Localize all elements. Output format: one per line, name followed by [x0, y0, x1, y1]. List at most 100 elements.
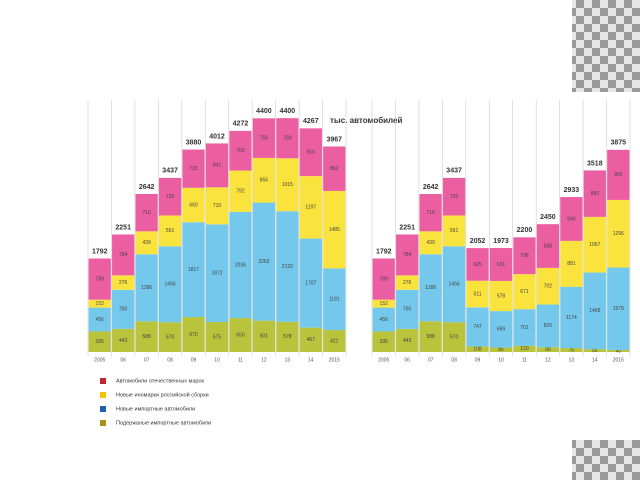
bar-segment	[229, 170, 252, 212]
bar-segment	[466, 346, 489, 352]
bar-segment	[135, 321, 158, 352]
bar-segment	[560, 240, 583, 287]
value-label: 916	[307, 150, 316, 156]
x-tick-label: 14	[308, 357, 314, 363]
bar-segment	[607, 267, 630, 350]
chart-title: тыс. автомобилей	[330, 116, 402, 125]
value-label: 40	[615, 348, 621, 354]
value-label: 841	[213, 163, 222, 169]
bar-segment	[536, 224, 560, 268]
legend-swatch	[100, 406, 106, 412]
bar-segment	[276, 158, 299, 212]
bar-segment	[135, 254, 158, 322]
value-label: 789	[380, 276, 389, 282]
bar-segment	[205, 143, 229, 188]
value-label: 890	[591, 191, 600, 197]
value-label: 840	[567, 216, 576, 222]
value-label: 108	[473, 347, 482, 353]
value-label: 152	[380, 301, 389, 307]
bar-segment	[323, 146, 346, 191]
bar-segment	[88, 258, 111, 300]
decoration	[572, 0, 640, 92]
value-label: 1286	[425, 285, 436, 291]
bar-segment	[419, 193, 442, 232]
value-label: 439	[142, 240, 151, 246]
value-label: 276	[119, 280, 128, 286]
x-tick-label: 06	[120, 357, 126, 363]
value-label: 706	[520, 253, 529, 259]
total-label: 4267	[303, 118, 319, 125]
value-label: 570	[450, 334, 459, 340]
total-label: 2052	[470, 238, 486, 245]
x-tick-label: 09	[475, 357, 481, 363]
value-label: 85	[498, 347, 504, 353]
value-label: 1456	[449, 282, 460, 288]
value-label: 2263	[258, 259, 269, 265]
value-label: 467	[307, 337, 316, 343]
bar-segment	[276, 211, 299, 322]
x-tick-label: 08	[167, 357, 173, 363]
bar-segment	[419, 321, 442, 352]
bar-segment	[252, 157, 276, 203]
value-label: 570	[166, 334, 175, 340]
value-label: 710	[213, 203, 222, 209]
value-label: 784	[403, 252, 412, 258]
bar-segment	[607, 149, 630, 200]
total-label: 3437	[446, 168, 462, 175]
value-label: 439	[426, 240, 435, 246]
legend-swatch	[100, 392, 106, 398]
value-label: 395	[380, 339, 389, 345]
value-label: 578	[283, 334, 292, 340]
bar-segment	[560, 348, 583, 352]
x-tick-label: 12	[545, 357, 551, 363]
x-tick-label: 14	[592, 357, 598, 363]
value-label: 1707	[305, 280, 316, 286]
total-label: 4400	[256, 108, 272, 115]
bar-segment	[229, 211, 252, 319]
bar-segment	[276, 321, 299, 352]
value-label: 55	[592, 348, 598, 354]
value-label: 660	[189, 202, 198, 208]
value-label: 456	[380, 317, 389, 323]
bar-segment	[323, 330, 346, 352]
value-label: 1872	[211, 270, 222, 276]
legend-label: Подержаные импортные автомобили	[116, 420, 211, 426]
bar-segment	[442, 215, 466, 247]
value-label: 881	[567, 261, 576, 267]
value-label: 1485	[329, 227, 340, 233]
bar-segment	[112, 289, 135, 329]
legend-swatch	[100, 378, 106, 384]
bar-segment	[323, 268, 346, 331]
x-tick-label: 07	[144, 357, 150, 363]
value-label: 1286	[141, 285, 152, 291]
x-tick-label: 11	[522, 357, 527, 363]
value-label: 591	[166, 228, 175, 234]
value-label: 720	[450, 194, 459, 200]
total-label: 2450	[540, 214, 556, 221]
value-label: 421	[330, 338, 339, 344]
total-label: 1792	[376, 248, 392, 255]
bar-segment	[372, 307, 395, 332]
value-label: 443	[403, 338, 412, 344]
bar-segment	[419, 254, 442, 322]
value-label: 720	[166, 194, 175, 200]
value-label: 2120	[282, 264, 293, 270]
bar-segment	[396, 234, 419, 276]
bar-segment	[442, 246, 466, 323]
value-label: 750	[119, 307, 128, 313]
value-label: 1579	[613, 306, 624, 312]
total-label: 2200	[517, 227, 533, 234]
bar-segment	[182, 317, 205, 352]
value-label: 960	[614, 172, 623, 178]
value-label: 120	[520, 346, 529, 352]
total-label: 2642	[423, 184, 439, 191]
x-tick-label: 11	[238, 357, 243, 363]
bar-segment	[252, 202, 276, 321]
bar-segment	[583, 272, 606, 350]
bar-segment	[466, 307, 489, 347]
bar-segment	[536, 267, 560, 305]
x-tick-label: 2005	[378, 357, 389, 363]
value-label: 671	[520, 289, 529, 295]
value-label: 856	[260, 178, 269, 184]
